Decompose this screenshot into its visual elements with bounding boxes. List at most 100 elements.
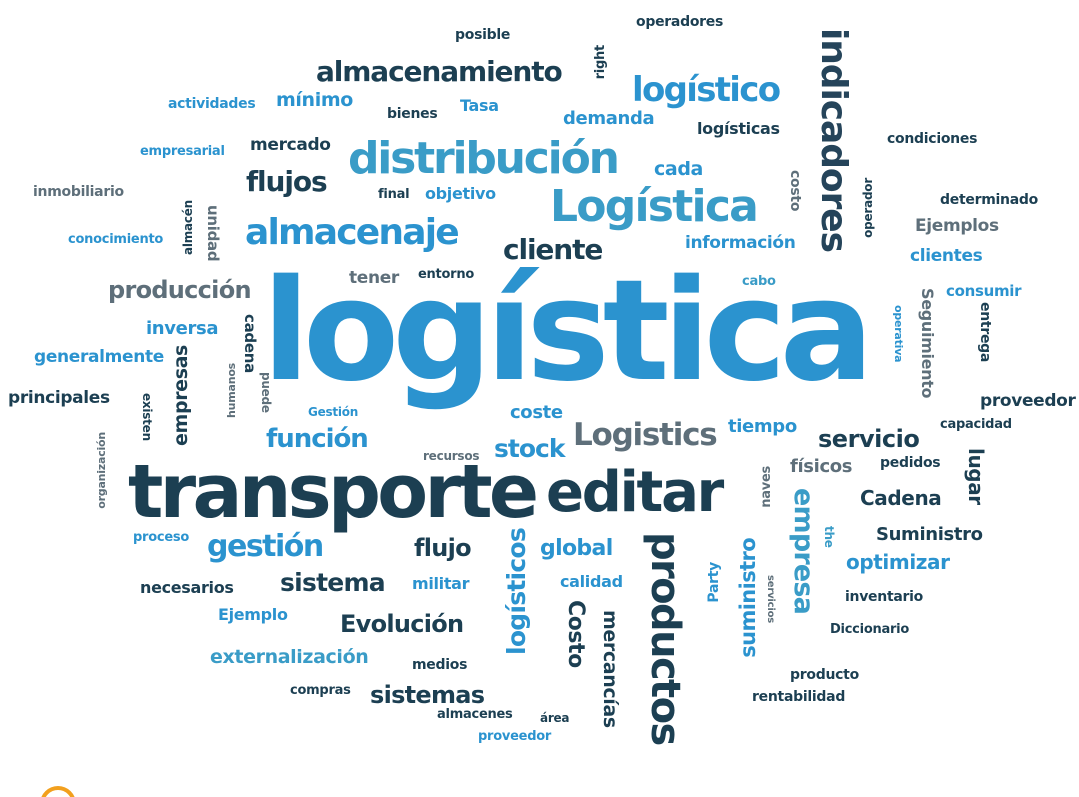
word-area: área xyxy=(540,711,570,725)
word-party: Party xyxy=(706,562,722,603)
word-externalizacion: externalización xyxy=(210,646,369,668)
word-mercado: mercado xyxy=(250,135,331,155)
word-flujos: flujos xyxy=(246,165,328,198)
word-puede: puede xyxy=(259,372,273,413)
word-almacenamiento: almacenamiento xyxy=(316,55,563,88)
word-costo: Costo xyxy=(563,600,588,668)
word-capacidad: capacidad xyxy=(940,417,1012,432)
word-logistica-main: logística xyxy=(262,250,874,413)
word-inversa: inversa xyxy=(146,318,219,339)
word-the: the xyxy=(822,526,836,548)
word-actividades: actividades xyxy=(168,96,256,112)
word-humanos: humanos xyxy=(225,363,238,418)
word-bienes: bienes xyxy=(387,106,438,122)
word-tasa: Tasa xyxy=(460,96,499,115)
word-logisticas: logísticas xyxy=(697,119,780,138)
word-almacenes: almacenes xyxy=(437,707,513,722)
word-determinado: determinado xyxy=(940,192,1038,208)
logo-arc-icon xyxy=(40,786,76,797)
word-logistica-cap: Logística xyxy=(550,181,759,232)
word-costo-small: costo xyxy=(787,170,803,212)
word-principales: principales xyxy=(8,388,110,408)
word-operativa: operativa xyxy=(892,305,905,363)
word-flujo: flujo xyxy=(414,534,472,562)
word-proceso: proceso xyxy=(133,530,190,545)
word-ejemplos: Ejemplos xyxy=(915,216,999,236)
word-final: final xyxy=(378,187,410,202)
word-cadena: Cadena xyxy=(860,486,942,510)
word-almacenaje: almacenaje xyxy=(245,212,460,253)
word-necesarios: necesarios xyxy=(140,578,234,597)
word-gestion: gestión xyxy=(207,529,324,564)
word-generalmente: generalmente xyxy=(34,347,164,367)
word-seguimiento: Seguimiento xyxy=(918,288,937,399)
word-operadores: operadores xyxy=(636,14,724,30)
word-posible: posible xyxy=(455,27,511,43)
word-productos: productos xyxy=(642,532,688,745)
word-mercancias: mercancías xyxy=(599,610,621,728)
word-editar: editar xyxy=(546,460,724,525)
word-clientes: clientes xyxy=(910,246,983,266)
word-tiempo: tiempo xyxy=(728,416,797,437)
word-proveedor: proveedor xyxy=(980,391,1076,411)
word-empresarial: empresarial xyxy=(140,144,225,159)
word-suministro: Suministro xyxy=(876,524,983,545)
word-servicios: servicios xyxy=(765,575,776,623)
word-suministro-vertical: suministro xyxy=(736,538,760,658)
word-logisticos: logísticos xyxy=(502,528,531,655)
word-coste: coste xyxy=(510,402,563,423)
word-medios: medios xyxy=(412,657,468,673)
word-demanda: demanda xyxy=(563,108,655,129)
word-entrega: entrega xyxy=(977,302,993,363)
word-cliente: cliente xyxy=(503,233,603,266)
word-lugar: lugar xyxy=(964,448,988,505)
word-operador: operador xyxy=(861,178,875,238)
word-cadena-small: cadena xyxy=(241,314,259,373)
word-producto: producto xyxy=(790,667,859,683)
word-empresa: empresa xyxy=(788,488,819,615)
word-global: global xyxy=(540,536,613,561)
word-naves: naves xyxy=(759,466,774,508)
word-transporte: transporte xyxy=(128,449,539,535)
word-indicadores: indicadores xyxy=(813,28,854,252)
word-consumir: consumir xyxy=(946,282,1022,300)
word-proveedor-bottom: proveedor xyxy=(478,729,552,744)
word-logistics: Logistics xyxy=(573,417,718,453)
word-right: right xyxy=(593,45,608,80)
word-minimo: mínimo xyxy=(276,89,353,111)
word-pedidos: pedidos xyxy=(880,455,941,471)
word-sistema: sistema xyxy=(280,568,386,597)
word-condiciones: condiciones xyxy=(887,131,978,147)
word-empresas: empresas xyxy=(170,345,192,446)
word-conocimiento: conocimiento xyxy=(68,232,164,247)
word-cada: cada xyxy=(654,158,703,180)
word-gestion-small: Gestión xyxy=(308,405,359,419)
word-unidad: unidad xyxy=(204,205,222,262)
word-fisicos: físicos xyxy=(790,456,853,477)
word-recursos: recursos xyxy=(423,449,480,463)
word-inmobiliario: inmobiliario xyxy=(33,184,124,200)
word-logistico: logístico xyxy=(632,70,781,110)
word-optimizar: optimizar xyxy=(846,550,950,574)
word-existen: existen xyxy=(140,393,154,441)
word-organizacion: organización xyxy=(95,432,108,509)
word-distribucion: distribución xyxy=(348,133,620,184)
word-produccion: producción xyxy=(108,276,252,304)
word-diccionario: Diccionario xyxy=(830,622,910,637)
word-stock: stock xyxy=(494,434,565,463)
word-rentabilidad: rentabilidad xyxy=(752,689,846,705)
word-cabo: cabo xyxy=(742,274,776,289)
word-almacen: almacén xyxy=(181,200,195,255)
word-evolucion: Evolución xyxy=(340,610,464,638)
word-entorno: entorno xyxy=(418,267,474,282)
word-sistemas: sistemas xyxy=(370,681,485,709)
word-inventario: inventario xyxy=(845,589,924,605)
word-tener: tener xyxy=(349,268,399,288)
word-servicio: servicio xyxy=(818,425,920,453)
word-militar: militar xyxy=(412,574,470,593)
word-ejemplo: Ejemplo xyxy=(218,605,288,624)
word-funcion: función xyxy=(266,424,369,454)
word-compras: compras xyxy=(290,683,351,698)
word-calidad: calidad xyxy=(560,572,623,591)
